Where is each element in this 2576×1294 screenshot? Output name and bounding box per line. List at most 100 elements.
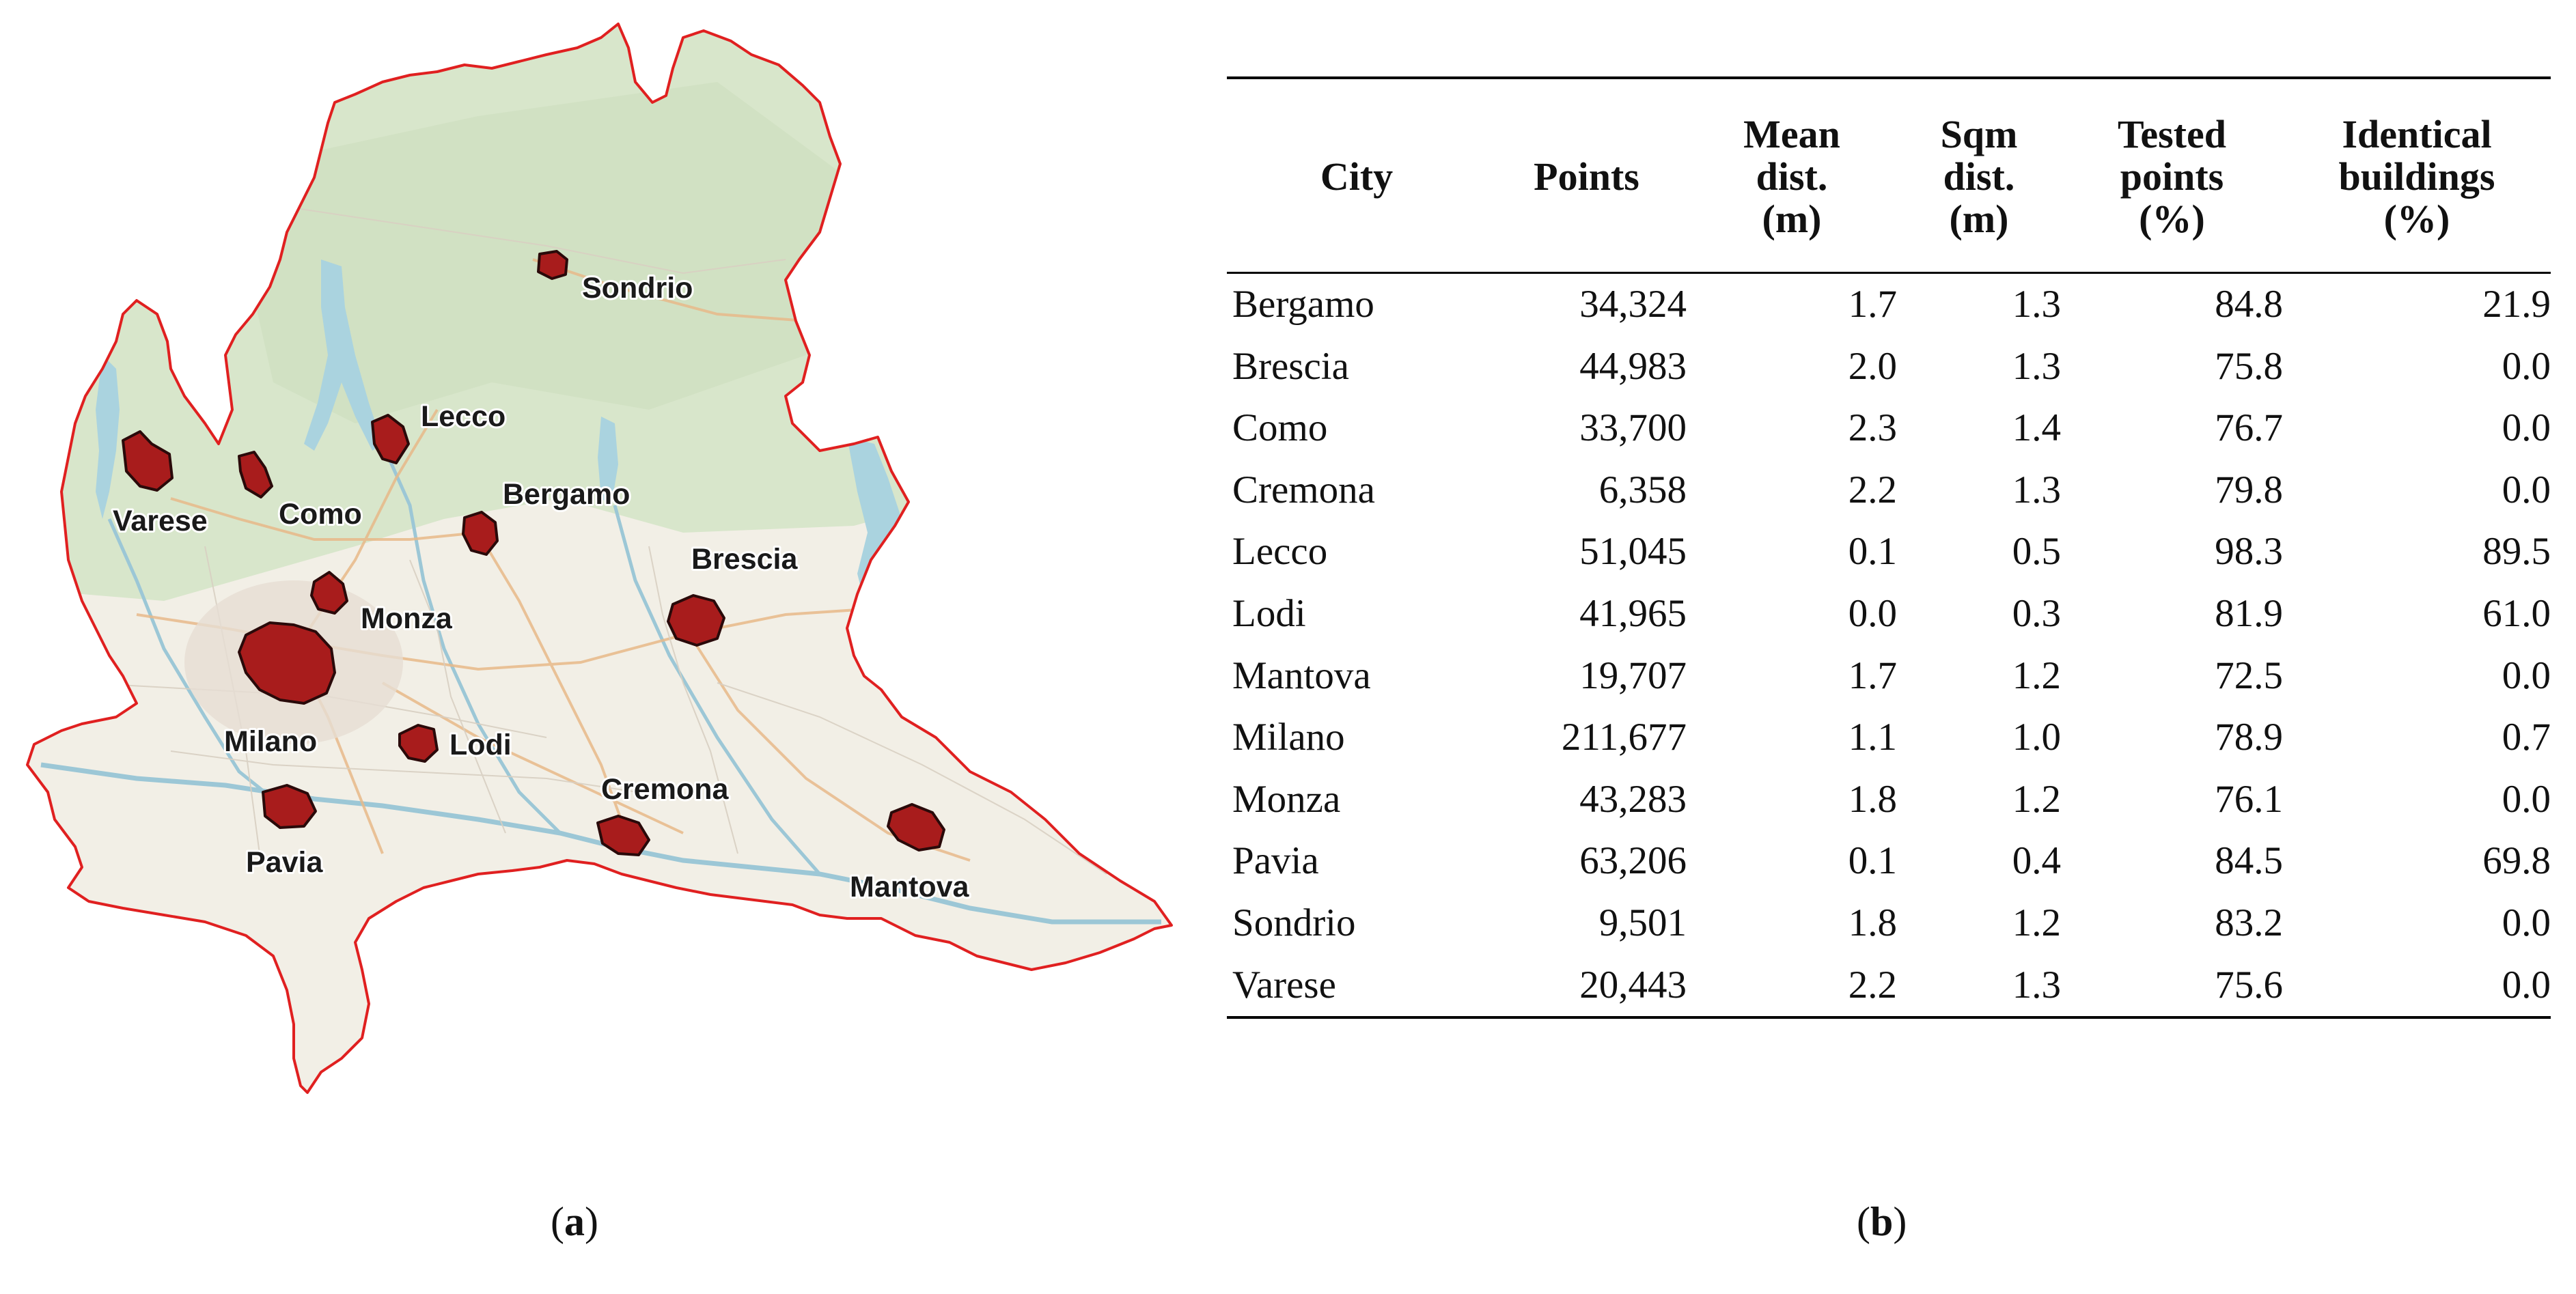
mountain-area-2 bbox=[225, 82, 847, 423]
cell-tested-points: 81.9 bbox=[2215, 591, 2283, 635]
city-area-lodi[interactable] bbox=[398, 724, 439, 763]
cell-identical-buildings: 21.9 bbox=[2482, 283, 2551, 326]
cell-mean-dist: 0.0 bbox=[1848, 591, 1897, 635]
cell-city: Sondrio bbox=[1232, 901, 1356, 944]
lombardy-map: Sondrio Lecco Varese Como Bergamo Bresci… bbox=[0, 0, 1189, 1161]
cell-points: 44,983 bbox=[1579, 344, 1687, 388]
caption-b-letter: b bbox=[1870, 1199, 1894, 1244]
cell-mean-dist: 1.8 bbox=[1848, 901, 1897, 944]
cell-sqm-dist: 1.3 bbox=[2012, 283, 2061, 326]
city-area-varese[interactable] bbox=[122, 430, 174, 492]
cell-sqm-dist: 1.3 bbox=[2012, 344, 2061, 388]
header-identical-buildings-line: Identical bbox=[2342, 112, 2492, 156]
city-area-como[interactable] bbox=[238, 451, 273, 498]
cell-tested-points: 76.1 bbox=[2215, 777, 2283, 821]
cell-mean-dist: 0.1 bbox=[1848, 839, 1897, 883]
cell-tested-points: 78.9 bbox=[2215, 716, 2283, 759]
lake-iseo bbox=[598, 417, 618, 505]
table-row: Bergamo 34,324 1.7 1.3 84.8 21.9 bbox=[1227, 273, 2551, 336]
cell-mean-dist: 1.1 bbox=[1848, 716, 1897, 759]
city-area-sondrio[interactable] bbox=[537, 250, 568, 280]
cell-tested-points: 72.5 bbox=[2215, 653, 2283, 697]
cell-mean-dist: 2.3 bbox=[1848, 406, 1897, 450]
cell-identical-buildings: 0.0 bbox=[2502, 777, 2551, 821]
cell-points: 20,443 bbox=[1579, 963, 1687, 1007]
header-tested-points: Tested points (%) bbox=[2061, 78, 2283, 273]
caption-a: (a) bbox=[551, 1199, 598, 1244]
cell-city: Lecco bbox=[1232, 530, 1328, 574]
city-area-pavia[interactable] bbox=[262, 784, 317, 829]
cell-identical-buildings: 0.7 bbox=[2502, 716, 2551, 759]
header-mean-dist-line: dist. bbox=[1756, 154, 1828, 199]
table-row: Monza 43,283 1.8 1.2 76.1 0.0 bbox=[1227, 769, 2551, 831]
header-mean-dist-line: Mean bbox=[1743, 112, 1840, 156]
map-canvas: Sondrio Lecco Varese Como Bergamo Bresci… bbox=[26, 23, 1173, 1094]
cell-tested-points: 79.8 bbox=[2215, 468, 2283, 511]
city-label-varese: Varese bbox=[113, 505, 208, 537]
cell-mean-dist: 2.2 bbox=[1848, 963, 1897, 1007]
cell-identical-buildings: 0.0 bbox=[2502, 406, 2551, 450]
table-row: Cremona 6,358 2.2 1.3 79.8 0.0 bbox=[1227, 460, 2551, 522]
header-identical-buildings: Identical buildings (%) bbox=[2283, 78, 2551, 273]
header-mean-dist-line: (m) bbox=[1762, 197, 1822, 241]
cell-sqm-dist: 1.3 bbox=[2012, 468, 2061, 511]
table-row: Como 33,700 2.3 1.4 76.7 0.0 bbox=[1227, 397, 2551, 460]
header-points: Points bbox=[1486, 78, 1687, 273]
cell-mean-dist: 2.0 bbox=[1848, 344, 1897, 388]
city-area-mantova[interactable] bbox=[887, 803, 945, 852]
city-area-cremona[interactable] bbox=[596, 815, 650, 856]
caption-a-letter: a bbox=[564, 1199, 585, 1244]
cell-points: 34,324 bbox=[1579, 283, 1687, 326]
header-city-line: City bbox=[1320, 154, 1394, 199]
header-sqm-dist-line: (m) bbox=[1949, 197, 2009, 241]
city-area-milano[interactable] bbox=[238, 621, 336, 705]
city-label-bergamo: Bergamo bbox=[503, 478, 630, 511]
cell-points: 6,358 bbox=[1598, 468, 1687, 511]
header-city: City bbox=[1227, 78, 1486, 273]
cell-mean-dist: 1.8 bbox=[1848, 777, 1897, 821]
city-label-sondrio: Sondrio bbox=[582, 272, 693, 305]
cell-city: Brescia bbox=[1232, 344, 1349, 388]
table-row: Lecco 51,045 0.1 0.5 98.3 89.5 bbox=[1227, 521, 2551, 583]
city-area-bergamo[interactable] bbox=[462, 511, 499, 556]
cell-identical-buildings: 69.8 bbox=[2482, 839, 2551, 883]
cell-sqm-dist: 1.3 bbox=[2012, 963, 2061, 1007]
cell-city: Cremona bbox=[1232, 468, 1375, 511]
region-boundary bbox=[26, 23, 1173, 1094]
cell-points: 19,707 bbox=[1579, 653, 1687, 697]
city-area-monza[interactable] bbox=[310, 571, 348, 615]
cell-identical-buildings: 0.0 bbox=[2502, 344, 2551, 388]
cell-identical-buildings: 0.0 bbox=[2502, 901, 2551, 944]
cell-city: Mantova bbox=[1232, 653, 1371, 697]
cell-identical-buildings: 0.0 bbox=[2502, 963, 2551, 1007]
cell-identical-buildings: 89.5 bbox=[2482, 530, 2551, 574]
cell-points: 211,677 bbox=[1561, 716, 1687, 759]
header-sqm-dist-line: dist. bbox=[1943, 154, 2015, 199]
lake-maggiore bbox=[96, 355, 120, 519]
table-row: Pavia 63,206 0.1 0.4 84.5 69.8 bbox=[1227, 830, 2551, 892]
cell-city: Pavia bbox=[1232, 839, 1319, 883]
river-adda bbox=[380, 442, 562, 834]
cell-city: Bergamo bbox=[1232, 283, 1374, 326]
city-label-cremona: Cremona bbox=[601, 773, 729, 806]
city-area-lecco[interactable] bbox=[371, 414, 410, 464]
header-identical-buildings-line: (%) bbox=[2383, 197, 2450, 241]
cell-tested-points: 75.6 bbox=[2215, 963, 2283, 1007]
header-tested-points-line: (%) bbox=[2139, 197, 2205, 241]
river-oglio bbox=[613, 505, 821, 875]
cell-tested-points: 84.8 bbox=[2215, 283, 2283, 326]
cell-sqm-dist: 1.4 bbox=[2012, 406, 2061, 450]
city-label-pavia: Pavia bbox=[246, 846, 323, 879]
accuracy-table-panel: City Points Mean dist. (m) Sqm dist. (m) Tested p… bbox=[1227, 76, 2551, 1019]
cell-identical-buildings: 61.0 bbox=[2482, 591, 2551, 635]
city-area-brescia[interactable] bbox=[667, 594, 725, 647]
header-sqm-dist: Sqm dist. (m) bbox=[1897, 78, 2061, 273]
city-label-lecco: Lecco bbox=[421, 400, 505, 433]
city-label-lodi: Lodi bbox=[449, 729, 512, 761]
accuracy-table: City Points Mean dist. (m) Sqm dist. (m) Tested p… bbox=[1227, 76, 2551, 1019]
cell-tested-points: 76.7 bbox=[2215, 406, 2283, 450]
cell-mean-dist: 0.1 bbox=[1848, 530, 1897, 574]
cell-sqm-dist: 1.2 bbox=[2012, 653, 2061, 697]
city-label-brescia: Brescia bbox=[691, 543, 798, 576]
cell-tested-points: 83.2 bbox=[2215, 901, 2283, 944]
